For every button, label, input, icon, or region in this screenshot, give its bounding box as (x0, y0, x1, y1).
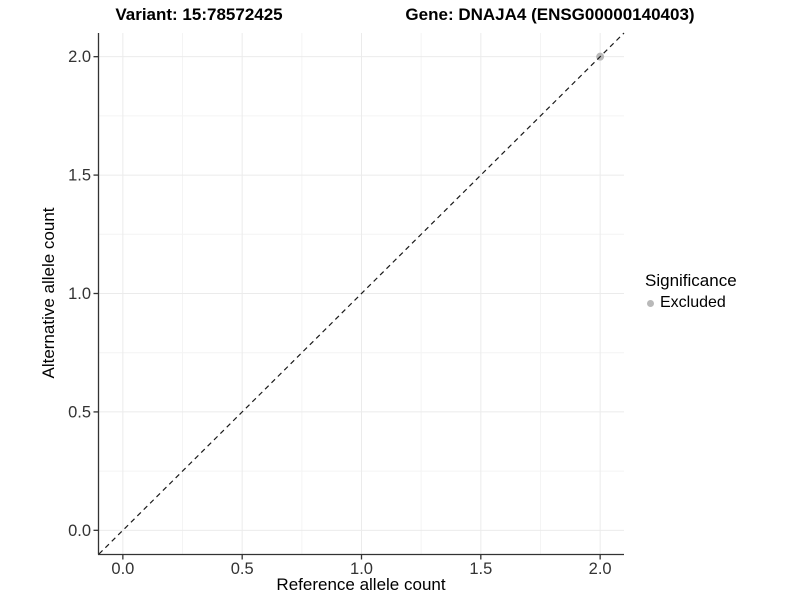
y-tick-label: 0.5 (68, 403, 91, 421)
y-axis-title: Alternative allele count (39, 207, 58, 379)
legend-item-label: Excluded (660, 294, 726, 311)
legend-title: Significance (645, 271, 737, 290)
identity-dashed-line (98, 32, 625, 555)
x-tick-label: 0.0 (111, 560, 134, 578)
x-tick-label: 2.0 (589, 560, 612, 578)
legend: Significance Excluded (645, 271, 737, 313)
x-axis-title: Reference allele count (276, 575, 446, 594)
legend-item-excluded: Excluded (645, 293, 737, 313)
x-tick-label: 0.5 (231, 560, 254, 578)
y-tick-label: 0.0 (68, 522, 91, 540)
y-tick-label: 1.5 (68, 167, 91, 185)
x-tick-label: 1.0 (350, 560, 373, 578)
y-tick-label: 2.0 (68, 48, 91, 66)
x-tick-label: 1.5 (469, 560, 492, 578)
y-tick-label: 1.0 (68, 285, 91, 303)
plot-title-gene: Gene: DNAJA4 (ENSG00000140403) (405, 5, 695, 24)
excluded-point-icon (647, 299, 654, 307)
plot-title-variant: Variant: 15:78572425 (115, 5, 283, 24)
